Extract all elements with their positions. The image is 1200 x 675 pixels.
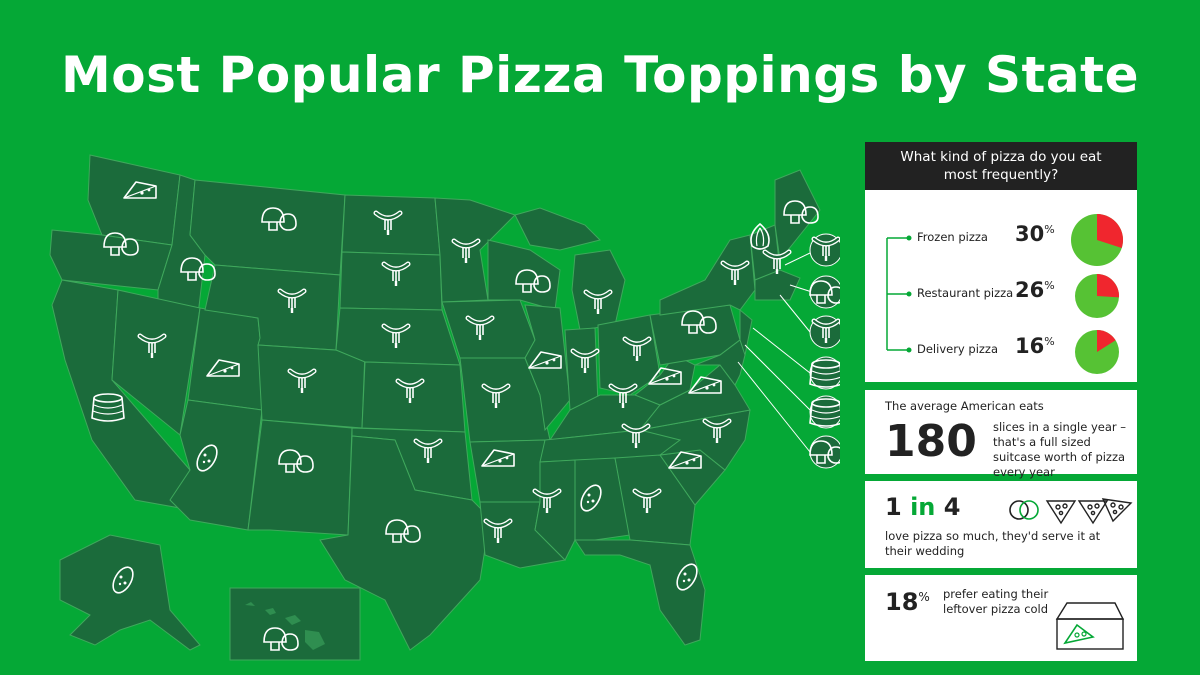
us-map xyxy=(49,154,840,661)
callout-badges xyxy=(809,233,840,469)
state-maryland-delaware xyxy=(694,339,746,386)
slices-stat-panel: The average American eats 180 slices in … xyxy=(865,390,1137,479)
pie-slice xyxy=(1097,330,1116,352)
state-florida xyxy=(574,539,706,646)
states xyxy=(49,154,821,651)
pie-frozen xyxy=(1071,214,1123,266)
pizza-box-icon xyxy=(1055,602,1125,650)
state-wyoming xyxy=(204,264,341,351)
cold-pizza-stat-panel: 18% prefer eating their leftover pizza c… xyxy=(865,575,1137,661)
survey-panel: What kind of pizza do you eat most frequ… xyxy=(865,142,1137,382)
page-title: Most Popular Pizza Toppings by State xyxy=(61,46,1139,104)
stat-text: love pizza so much, they'd serve it at t… xyxy=(885,529,1101,558)
state-michigan xyxy=(571,249,626,331)
stat-value: 18% xyxy=(885,588,930,616)
state-hawaii xyxy=(245,602,325,650)
option-label: Frozen pizza xyxy=(917,230,988,244)
state-montana xyxy=(189,179,346,276)
state-new-york xyxy=(659,234,756,316)
state-new-mexico xyxy=(247,419,353,536)
state-south-dakota xyxy=(339,251,443,311)
stat-lead: The average American eats xyxy=(885,399,1044,413)
state-arizona xyxy=(169,399,263,531)
option-label: Delivery pizza xyxy=(917,342,999,356)
state-alaska xyxy=(59,534,201,651)
bracket-lines xyxy=(886,235,912,353)
stat-ratio: 1 in 4 xyxy=(885,493,961,521)
state-wisconsin xyxy=(487,239,561,311)
survey-option-frozen: Frozen pizza 30% xyxy=(865,212,1137,266)
callouts xyxy=(737,252,813,453)
state-georgia xyxy=(614,454,696,546)
state-colorado xyxy=(257,344,366,429)
stat-value: 180 xyxy=(885,416,977,467)
state-alabama xyxy=(574,457,631,541)
pie-slice xyxy=(1097,214,1123,249)
stat-text: prefer eating their leftover pizza cold xyxy=(943,587,1049,616)
hawaii-inset xyxy=(229,587,361,661)
pie-slice xyxy=(1097,274,1119,298)
option-label: Restaurant pizza xyxy=(917,286,1014,300)
stat-text: slices in a single year – that's a full … xyxy=(993,420,1127,479)
state-indiana xyxy=(564,327,599,411)
state-michigan-up xyxy=(514,207,601,251)
option-percent: 30% xyxy=(1015,222,1055,246)
state-texas xyxy=(319,435,491,651)
state-iowa xyxy=(441,299,536,359)
state-nebraska xyxy=(335,307,461,366)
pie-restaurant xyxy=(1075,274,1119,318)
option-percent: 26% xyxy=(1015,278,1055,302)
state-washington xyxy=(87,154,181,246)
state-ohio xyxy=(597,314,661,396)
survey-option-restaurant: Restaurant pizza 26% xyxy=(865,268,1137,318)
option-percent: 16% xyxy=(1015,334,1055,358)
rings-and-slices-icon xyxy=(1009,498,1133,525)
state-minnesota xyxy=(434,197,516,303)
survey-question: What kind of pizza do you eat most frequ… xyxy=(865,142,1137,190)
pie-delivery xyxy=(1075,330,1119,374)
wedding-stat-panel: 1 in 4 love pizza so much, they'd serve … xyxy=(865,481,1137,568)
survey-option-delivery: Delivery pizza 16% xyxy=(865,324,1137,374)
